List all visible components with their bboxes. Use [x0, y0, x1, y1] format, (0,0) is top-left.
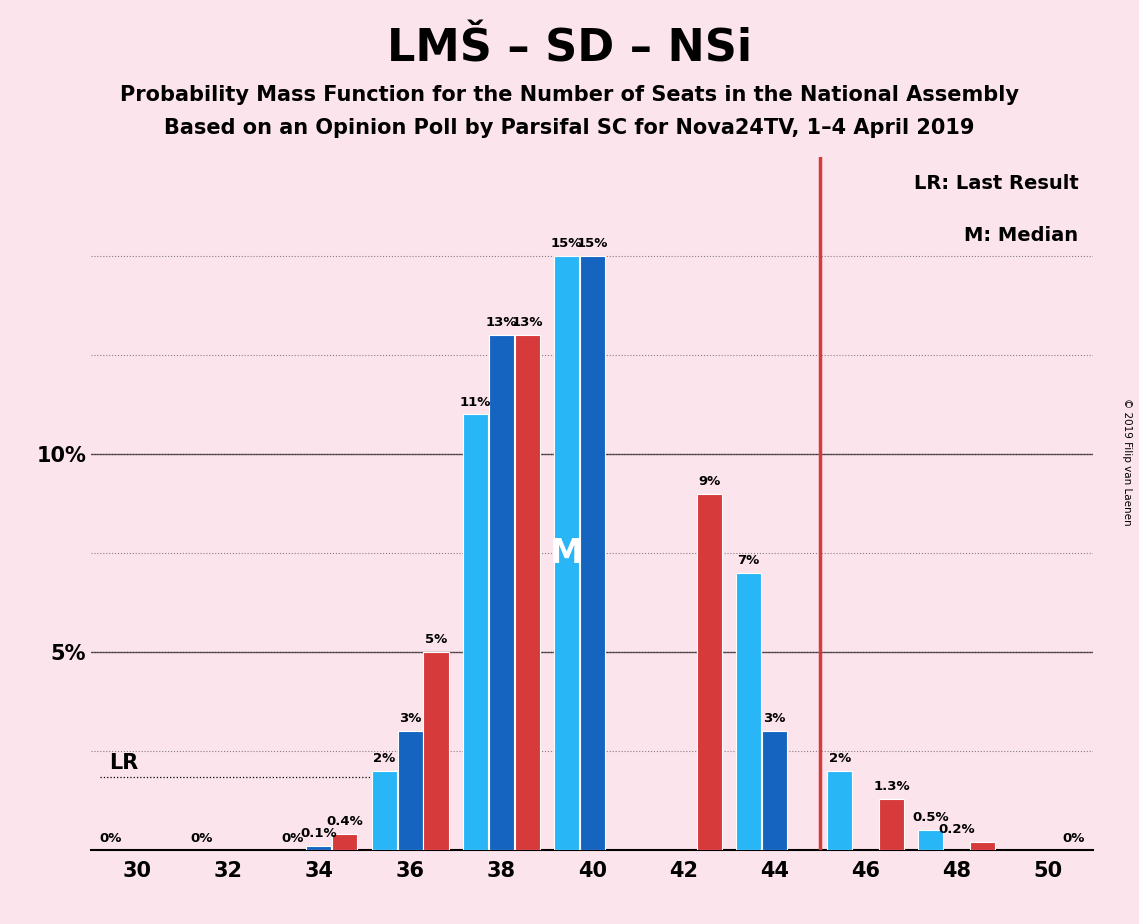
- Text: 0.1%: 0.1%: [301, 827, 337, 840]
- Text: LR: Last Result: LR: Last Result: [913, 175, 1079, 193]
- Text: © 2019 Filip van Laenen: © 2019 Filip van Laenen: [1122, 398, 1132, 526]
- Text: Based on an Opinion Poll by Parsifal SC for Nova24TV, 1–4 April 2019: Based on an Opinion Poll by Parsifal SC …: [164, 118, 975, 139]
- Bar: [489, 335, 514, 850]
- Bar: [762, 731, 787, 850]
- Text: M: M: [550, 537, 583, 569]
- Text: 0.2%: 0.2%: [939, 823, 975, 836]
- Bar: [424, 652, 449, 850]
- Bar: [970, 842, 995, 850]
- Text: 3%: 3%: [763, 712, 786, 725]
- Bar: [580, 256, 605, 850]
- Bar: [398, 731, 423, 850]
- Bar: [879, 798, 904, 850]
- Text: 0%: 0%: [1063, 833, 1085, 845]
- Text: LR: LR: [109, 753, 139, 772]
- Text: 1.3%: 1.3%: [874, 780, 910, 793]
- Text: 15%: 15%: [550, 237, 582, 250]
- Bar: [554, 256, 579, 850]
- Text: LMŠ – SD – NSi: LMŠ – SD – NSi: [387, 28, 752, 71]
- Text: 3%: 3%: [399, 712, 421, 725]
- Bar: [371, 771, 396, 850]
- Bar: [697, 493, 722, 850]
- Bar: [736, 573, 761, 850]
- Text: 9%: 9%: [698, 475, 721, 488]
- Text: 0%: 0%: [190, 833, 213, 845]
- Text: 0.5%: 0.5%: [912, 811, 949, 824]
- Text: M: Median: M: Median: [965, 226, 1079, 246]
- Bar: [462, 415, 487, 850]
- Text: 0.4%: 0.4%: [327, 815, 363, 828]
- Bar: [306, 846, 331, 850]
- Text: 7%: 7%: [737, 554, 760, 567]
- Text: 13%: 13%: [485, 316, 517, 329]
- Text: 0%: 0%: [99, 833, 122, 845]
- Bar: [333, 834, 358, 850]
- Text: 13%: 13%: [511, 316, 543, 329]
- Text: 0%: 0%: [281, 833, 304, 845]
- Text: 15%: 15%: [576, 237, 608, 250]
- Bar: [515, 335, 540, 850]
- Bar: [827, 771, 852, 850]
- Text: 2%: 2%: [372, 752, 395, 765]
- Text: Probability Mass Function for the Number of Seats in the National Assembly: Probability Mass Function for the Number…: [120, 85, 1019, 105]
- Text: 5%: 5%: [425, 633, 448, 646]
- Text: 11%: 11%: [459, 395, 491, 408]
- Bar: [918, 831, 943, 850]
- Text: 2%: 2%: [828, 752, 851, 765]
